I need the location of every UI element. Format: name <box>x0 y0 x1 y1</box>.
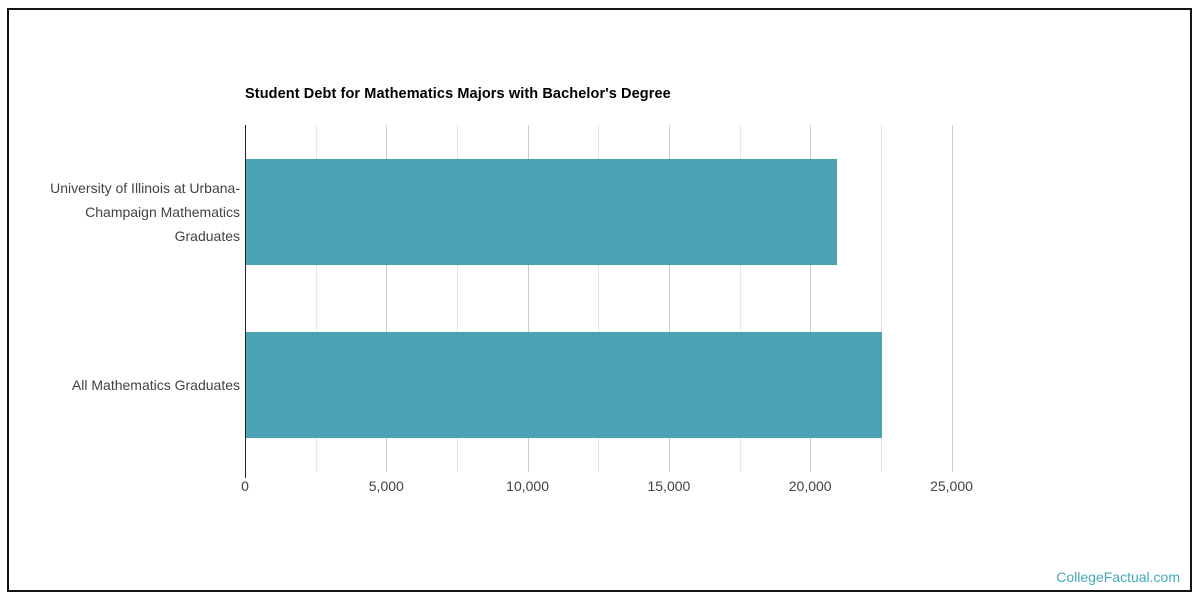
x-axis-tick-label: 15,000 <box>647 478 691 494</box>
minor-gridline <box>315 125 317 472</box>
bar-uiuc-mathematics-graduates[interactable] <box>246 158 837 265</box>
minor-gridline <box>457 125 458 472</box>
x-axis-labels: 0 5,000 10,000 15,000 20,000 25,000 <box>241 478 1015 500</box>
major-gridline <box>386 125 388 472</box>
y-axis-category-label: University of Illinois at Urbana- Champa… <box>50 179 240 244</box>
bar-row <box>246 125 1016 299</box>
chart-title: Student Debt for Mathematics Majors with… <box>245 86 671 102</box>
major-gridline <box>527 125 529 472</box>
major-gridline <box>668 125 670 472</box>
x-axis-tick-label: 10,000 <box>506 478 550 494</box>
minor-gridline <box>739 125 741 472</box>
major-gridline <box>810 125 812 472</box>
y-axis-labels: University of Illinois at Urbana- Champa… <box>12 125 240 472</box>
collegefactual-watermark-link[interactable]: CollegeFactual.com <box>1056 569 1180 585</box>
minor-gridline <box>598 125 600 472</box>
bar-row <box>246 299 1016 473</box>
x-axis-tick-label: 5,000 <box>368 478 404 494</box>
y-axis-category-label: All Mathematics Graduates <box>71 377 240 394</box>
plot-area <box>245 125 1016 478</box>
x-axis-tick-label: 25,000 <box>930 478 973 494</box>
x-axis-tick-label: 0 <box>241 478 249 494</box>
y-axis-line <box>245 125 246 478</box>
bar-all-mathematics-graduates[interactable] <box>246 332 882 439</box>
major-gridline <box>951 125 953 472</box>
minor-gridline <box>880 125 882 472</box>
x-axis-tick-label: 20,000 <box>788 478 832 494</box>
